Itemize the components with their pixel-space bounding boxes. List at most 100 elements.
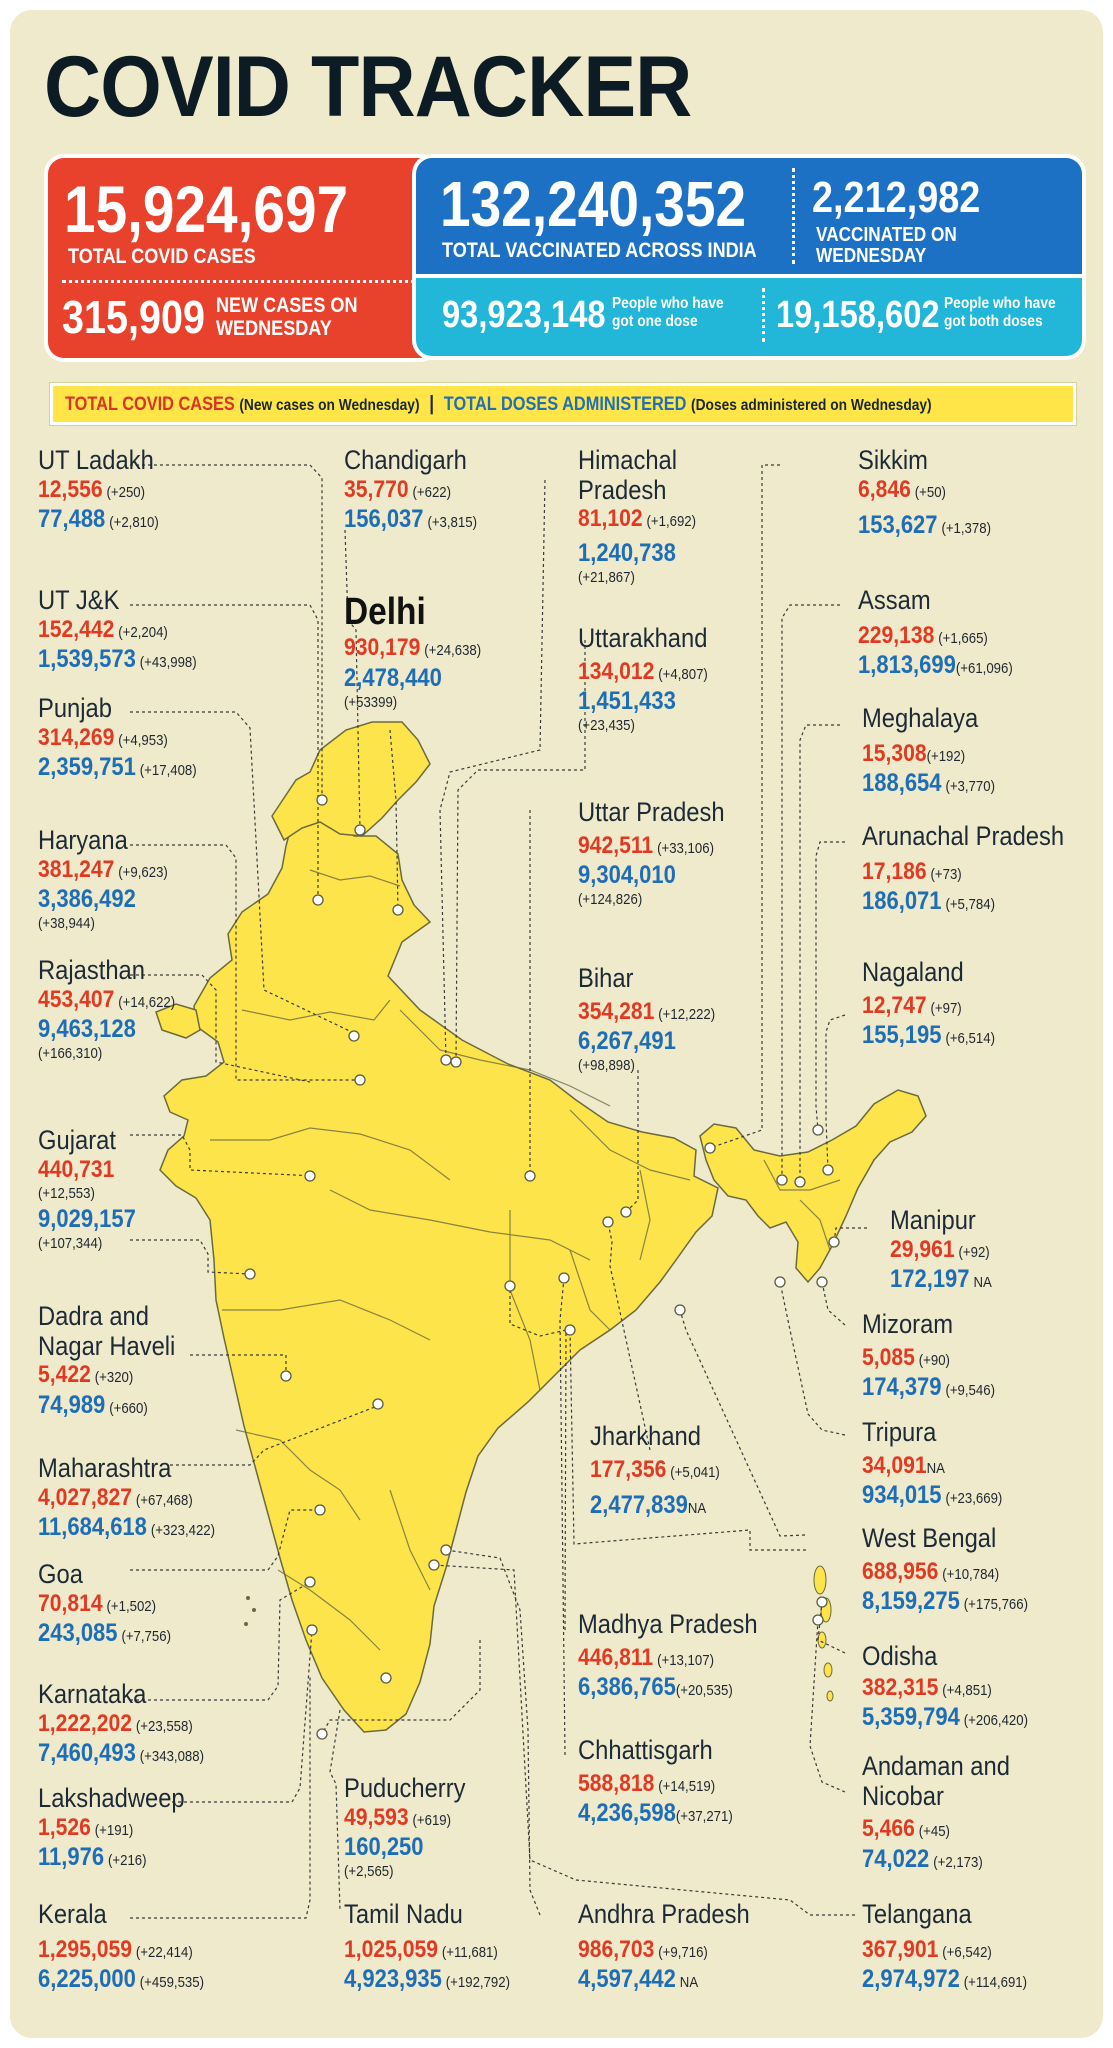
doses-value: 172,197: [890, 1265, 970, 1294]
legend-separator: |: [429, 393, 435, 415]
vaccinated-wednesday-label-1: VACCINATED ON: [816, 224, 957, 246]
doses-value: 155,195: [862, 1021, 942, 1050]
cases-change: (+14,622): [118, 993, 176, 1011]
total-cases-value: 15,924,697: [64, 172, 349, 246]
state-name: Uttar Pradesh: [578, 797, 725, 827]
marker-meghalaya: [794, 1176, 806, 1188]
doses-value: 186,071: [862, 887, 942, 916]
doses-change: (+216): [108, 1852, 147, 1870]
state-tripura: Tripura 34,091NA 934,015 (+23,669): [862, 1417, 1021, 1510]
state-borders: [210, 869, 841, 1651]
cases-value: 382,315: [862, 1673, 939, 1701]
cases-change: (+12,553): [38, 1185, 95, 1203]
doses-value: 5,359,794: [862, 1703, 960, 1732]
doses-change: (+323,422): [150, 1522, 216, 1540]
cases-change: (+191): [94, 1821, 134, 1839]
cases-value: 29,961: [890, 1235, 955, 1263]
doses-change: (+61,096): [955, 660, 1013, 678]
cases-value: 986,703: [578, 1935, 655, 1963]
marker-maharashtra: [372, 1398, 384, 1410]
cases-change: (+619): [412, 1811, 452, 1829]
cases-change: (+1,665): [938, 629, 988, 647]
new-cases-label-1: NEW CASES ON: [216, 294, 358, 317]
north-region-shape: [271, 721, 431, 842]
state-dnh: Dadra and Nagar Haveli 5,422 (+320) 74,9…: [38, 1301, 194, 1420]
state-delhi: Delhi 930,179 (+24,638) 2,478,440 (+5339…: [344, 591, 500, 712]
state-nagaland: Nagaland 12,747 (+97) 155,195 (+6,514): [862, 957, 1013, 1050]
state-name: Madhya Pradesh: [578, 1609, 758, 1639]
cases-change: (+13,107): [657, 1651, 714, 1669]
marker-punjab: [348, 1030, 360, 1042]
state-odisha: Odisha 382,315 (+4,851) 5,359,794 (+206,…: [862, 1641, 1051, 1732]
marker-kerala: [380, 1672, 392, 1684]
divider: [762, 288, 765, 342]
doses-value: 9,029,157: [38, 1204, 136, 1233]
state-name: UT Ladakh: [38, 445, 154, 475]
doses-value: 2,359,751: [38, 753, 136, 782]
marker-westbengal: [674, 1304, 686, 1316]
state-name: Jharkhand: [590, 1421, 701, 1451]
doses-value: 6,267,491: [578, 1027, 676, 1056]
cases-change: (+192): [926, 747, 966, 765]
doses-value: 2,478,440: [344, 663, 442, 692]
cases-value: 152,442: [38, 615, 115, 643]
state-name: Lakshadweep: [38, 1783, 185, 1813]
state-name-line-1: Dadra and: [38, 1301, 149, 1331]
new-cases-label-2: WEDNESDAY: [216, 317, 332, 340]
marker-jharkhand: [504, 1280, 516, 1292]
marker-chandigarh: [354, 824, 366, 836]
marker-uttarakhand: [450, 1056, 462, 1068]
cases-value: 453,407: [38, 985, 115, 1013]
state-name: Puducherry: [344, 1773, 466, 1803]
doses-value: 1,240,738: [578, 539, 676, 568]
cases-value: 4,027,827: [38, 1483, 132, 1511]
cases-value: 35,770: [344, 475, 409, 503]
cases-change: (+23,558): [135, 1717, 193, 1735]
marker-delhi: [392, 904, 404, 916]
cases-value: 930,179: [344, 633, 421, 661]
marker-sikkim: [704, 1142, 716, 1154]
doses-value: 9,304,010: [578, 861, 676, 890]
doses-value: 1,451,433: [578, 687, 676, 716]
cases-value: 34,091: [862, 1451, 927, 1479]
state-assam: Assam 229,138 (+1,665) 1,813,699(+61,096…: [858, 585, 1034, 680]
doses-change: (+2,810): [109, 514, 159, 532]
cases-change: (+97): [930, 999, 962, 1017]
cases-value: 367,901: [862, 1935, 939, 1963]
state-telangana: Telangana 367,901 (+6,542) 2,974,972 (+1…: [862, 1899, 1050, 1994]
doses-change: (+23,435): [578, 717, 635, 735]
marker-hp: [440, 1054, 452, 1066]
state-name: Punjab: [38, 693, 112, 723]
both-doses-label-1: People who have: [944, 295, 1056, 312]
cases-change: NA: [926, 1459, 945, 1477]
legend-doses-label: TOTAL DOSES ADMINISTERED: [443, 394, 687, 415]
doses-change: (+23,669): [945, 1490, 1003, 1508]
cases-change: (+9,623): [118, 863, 168, 881]
state-mizoram: Mizoram 5,085 (+90) 174,379 (+9,546): [862, 1309, 1013, 1402]
total-cases-label: TOTAL COVID CASES: [68, 245, 256, 268]
doses-change: NA: [973, 1274, 992, 1292]
doses-change: (+2,565): [344, 1863, 394, 1881]
cases-change: (+90): [918, 1351, 950, 1369]
marker-ap: [602, 1216, 614, 1228]
cases-change: (+1,692): [646, 513, 697, 531]
doses-value: 4,236,598: [578, 1799, 676, 1828]
doses-change: (+53399): [344, 693, 398, 711]
cases-change: (+10,784): [942, 1565, 1000, 1583]
state-ladakh: UT Ladakh 12,556 (+250) 77,488 (+2,810): [38, 445, 175, 534]
doses-value: 1,539,573: [38, 645, 136, 674]
doses-value: 11,976: [38, 1843, 105, 1872]
total-vaccinated-panel: 132,240,352 TOTAL VACCINATED ACROSS INDI…: [416, 158, 1082, 278]
doses-change: (+9,546): [945, 1382, 995, 1400]
cases-change: (+45): [918, 1823, 950, 1841]
state-name: Arunachal Pradesh: [862, 821, 1065, 851]
doses-value: 934,015: [862, 1481, 942, 1510]
state-name: West Bengal: [862, 1523, 997, 1553]
doses-value: 11,684,618: [38, 1513, 147, 1542]
doses-change: (+660): [109, 1400, 148, 1418]
cases-value: 134,012: [578, 657, 655, 685]
cases-change: (+22,414): [135, 1943, 193, 1961]
state-name: Rajasthan: [38, 955, 146, 985]
marker-goa: [314, 1504, 326, 1516]
cases-change: (+11,681): [441, 1943, 498, 1961]
